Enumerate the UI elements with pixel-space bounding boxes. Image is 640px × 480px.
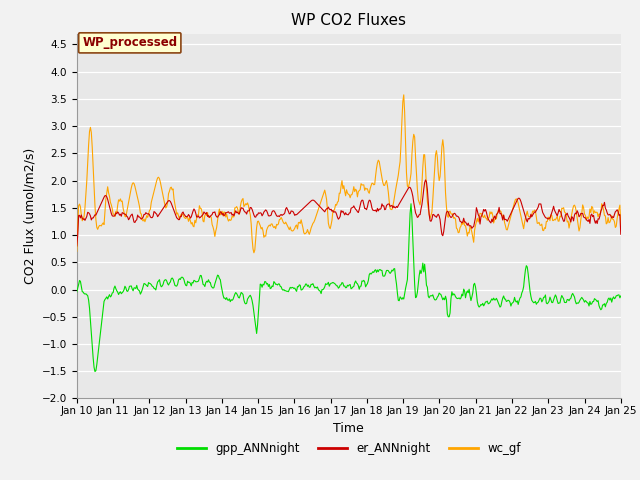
wc_gf <box>250 250 258 256</box>
er_ANNnight <box>483 214 491 219</box>
er_ANNnight <box>213 214 221 220</box>
Y-axis label: CO2 Flux (umol/m2/s): CO2 Flux (umol/m2/s) <box>23 148 36 284</box>
gpp_ANNnight <box>73 289 81 295</box>
gpp_ANNnight <box>320 286 328 291</box>
er_ANNnight <box>319 207 327 213</box>
er_ANNnight <box>437 225 445 231</box>
wc_gf <box>394 172 402 178</box>
Title: WP CO2 Fluxes: WP CO2 Fluxes <box>291 13 406 28</box>
er_ANNnight <box>617 231 625 237</box>
gpp_ANNnight <box>214 272 221 278</box>
wc_gf <box>484 216 492 221</box>
er_ANNnight <box>394 204 401 210</box>
wc_gf <box>169 186 177 192</box>
er_ANNnight <box>169 205 177 211</box>
wc_gf <box>213 225 221 230</box>
wc_gf <box>617 223 625 229</box>
Text: WP_processed: WP_processed <box>82 36 177 49</box>
er_ANNnight <box>73 243 81 249</box>
wc_gf <box>400 92 408 98</box>
X-axis label: Time: Time <box>333 421 364 434</box>
gpp_ANNnight <box>617 293 625 299</box>
gpp_ANNnight <box>407 201 415 206</box>
gpp_ANNnight <box>394 298 402 303</box>
Line: gpp_ANNnight: gpp_ANNnight <box>77 204 621 372</box>
gpp_ANNnight <box>484 301 492 307</box>
gpp_ANNnight <box>91 369 99 374</box>
wc_gf <box>73 249 81 254</box>
wc_gf <box>438 144 445 149</box>
Legend: gpp_ANNnight, er_ANNnight, wc_gf: gpp_ANNnight, er_ANNnight, wc_gf <box>172 438 526 460</box>
Line: er_ANNnight: er_ANNnight <box>77 180 621 246</box>
gpp_ANNnight <box>438 294 445 300</box>
er_ANNnight <box>422 177 429 183</box>
gpp_ANNnight <box>170 279 178 285</box>
wc_gf <box>320 190 328 196</box>
Line: wc_gf: wc_gf <box>77 95 621 253</box>
